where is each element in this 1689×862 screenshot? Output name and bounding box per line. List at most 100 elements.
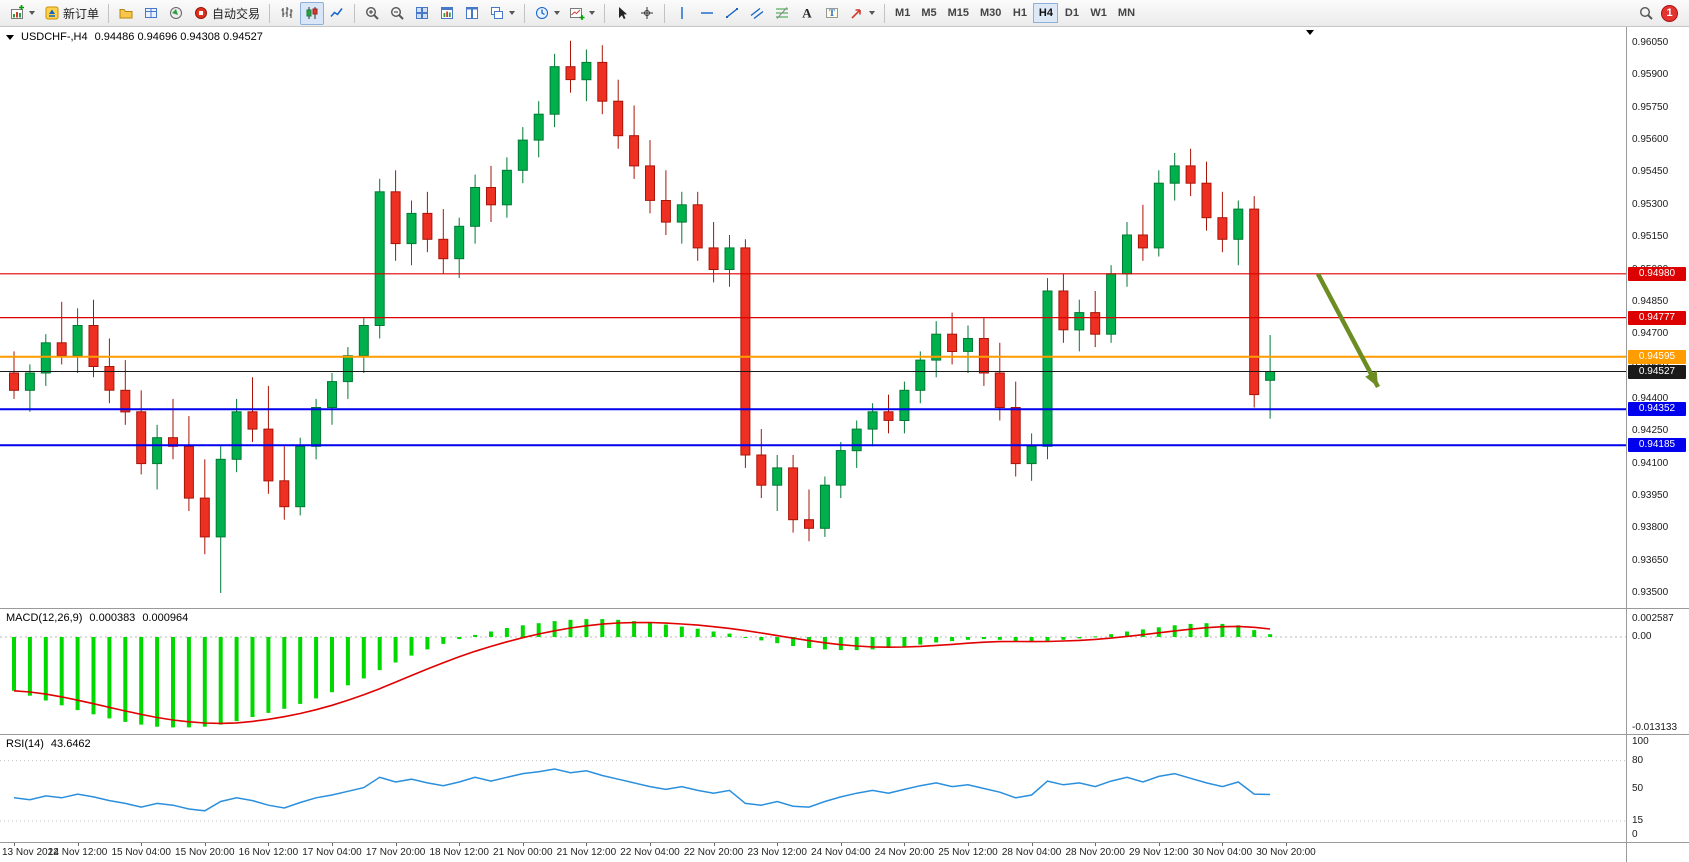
macd-histogram-bar [1236,625,1241,637]
timeframe-button-m1[interactable]: M1 [895,7,911,19]
notification-badge[interactable]: 1 [1661,4,1678,22]
candle-down [804,519,814,529]
channel-button[interactable] [745,2,769,25]
tile-windows-button[interactable] [410,2,434,25]
text-button[interactable]: A [795,2,819,25]
zoom-out-button[interactable] [385,2,409,25]
timeframe-button-m5[interactable]: M5 [921,7,937,19]
vertical-line-button[interactable] [670,2,694,25]
macd-histogram-bar [441,637,446,644]
candle-down [168,437,178,447]
macd-histogram-bar [1125,631,1129,637]
bar-chart-button[interactable] [275,2,299,25]
price-axis[interactable]: 0.96050 0.95900 0.95750 0.95600 0.95450 0.953… [1626,27,1689,862]
time-tick [713,843,715,846]
new-chart-button[interactable] [5,2,39,25]
timeframe-button-w1[interactable]: W1 [1090,7,1107,19]
macd-histogram-bar [234,637,239,722]
candle-up [549,66,560,115]
time-tick [204,843,206,846]
time-axis[interactable]: 13 Nov 2022 14 Nov 12:00 15 Nov 04:00 15 No… [0,843,1626,862]
candle-up [581,61,592,81]
time-label: 28 Nov 20:00 [1065,847,1125,858]
trendline-button[interactable] [720,2,744,25]
timeframe-button-mn[interactable]: MN [1117,7,1136,19]
price-axis-label: 0.93500 [1632,587,1669,598]
timeframe-button-h4[interactable]: H4 [1033,3,1059,23]
candlestick-button[interactable] [300,1,325,25]
candle-down [660,200,671,223]
horizontal-line-button[interactable] [695,2,719,25]
autotrading-button[interactable]: 自动交易 [189,2,264,25]
macd-histogram-bar [202,637,207,727]
candlestick-chart[interactable] [0,27,1626,608]
rsi-panel[interactable]: RSI(14) 43.6462 [0,735,1626,843]
price-axis-rsi[interactable]: 100 80 50 15 0 [1627,735,1689,843]
timeframe-button-d1[interactable]: D1 [1064,7,1079,19]
cascade-windows-button[interactable] [485,2,519,25]
time-tick [268,843,270,846]
macd-histogram-bar [600,619,605,637]
zoom-in-button[interactable] [360,2,384,25]
macd-signal-line [13,621,1271,725]
arrange-vertical-button[interactable] [460,2,484,25]
price-axis-main[interactable]: 0.96050 0.95900 0.95750 0.95600 0.95450 0.953… [1627,27,1689,609]
profiles-button[interactable] [114,2,138,25]
price-axis-macd[interactable]: 0.002587 0.00 -0.013133 [1627,609,1689,735]
candle-up [1169,165,1180,184]
text-label-button[interactable]: T [820,2,844,25]
rsi-chart[interactable] [0,735,1626,842]
candle-down [1010,407,1021,465]
candle-up [152,437,163,465]
fibonacci-button[interactable] [770,2,794,25]
macd-chart[interactable] [0,609,1626,734]
macd-histogram-bar [59,637,64,706]
cursor-button[interactable] [610,2,634,25]
macd-histogram-bar [186,637,191,728]
trend-arrow-line[interactable] [1316,272,1380,389]
price-axis-label: 0.94700 [1632,328,1669,340]
toolbar: 新订单 自动交易 [0,0,1689,27]
macd-histogram-bar [314,637,319,699]
macd-histogram-bar [1220,623,1225,637]
macd-histogram-bar [425,637,430,650]
candle-up [867,411,878,430]
new-order-button[interactable]: 新订单 [40,2,103,25]
candle-down [88,325,99,367]
trend-arrow-head[interactable] [1365,370,1378,387]
crosshair-button[interactable] [635,2,659,25]
price-axis-label: 0.95300 [1632,198,1669,210]
main-chart-panel[interactable]: USDCHF-,H4 0.94486 0.94696 0.94308 0.945… [0,27,1626,609]
candle-down [740,247,751,456]
candle-up [1233,208,1244,240]
macd-name: MACD(12,26,9) [6,612,83,624]
candle-down [613,100,624,137]
price-axis-label: 0.94400 [1632,392,1669,404]
timeframe-button-m15[interactable]: M15 [947,7,969,19]
macd-histogram-bar [1013,637,1018,642]
candle-up [327,381,337,409]
data-window-button[interactable] [139,2,163,25]
arrows-tool-button[interactable] [845,2,879,25]
chevron-down-icon [29,11,35,15]
price-axis-label: 0.95900 [1632,69,1669,81]
time-tick [1222,843,1224,846]
timeframe-button-h1[interactable]: H1 [1012,7,1027,19]
navigator-button[interactable] [164,2,188,25]
chart-menu-caret-icon[interactable] [6,34,14,40]
timeframe-button-m30[interactable]: M30 [980,7,1002,19]
chart-window-caret-icon[interactable] [1306,30,1314,35]
arrange-windows-button[interactable] [435,2,459,25]
candle-up [963,338,973,352]
autotrading-icon [195,7,208,19]
candle-up [899,389,910,421]
indicators-button[interactable] [565,2,599,25]
line-chart-button[interactable] [325,2,349,25]
chart-title: USDCHF-,H4 0.94486 0.94696 0.94308 0.945… [6,31,263,43]
macd-panel[interactable]: MACD(12,26,9) 0.000383 0.000964 [0,609,1626,735]
macd-histogram-bar [727,633,732,637]
time-label: 14 Nov 12:00 [47,847,108,858]
search-button[interactable] [1634,2,1658,25]
periods-button[interactable] [530,2,564,25]
macd-histogram-bar [584,619,589,637]
